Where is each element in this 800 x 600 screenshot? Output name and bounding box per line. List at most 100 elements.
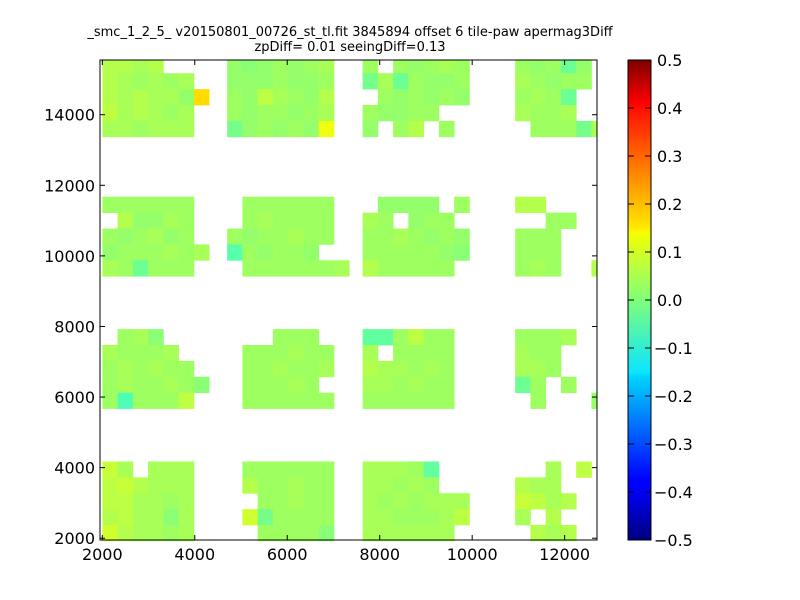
heatmap-cell <box>545 525 562 542</box>
heatmap-cell <box>393 376 409 394</box>
heatmap-cell <box>288 260 304 277</box>
y-tick-label: 4000 <box>54 459 95 478</box>
heatmap-cell <box>377 525 394 542</box>
heatmap-cell <box>333 260 350 277</box>
heatmap-cell <box>102 392 118 409</box>
heatmap-cell <box>148 345 164 362</box>
heatmap-cells <box>102 60 598 542</box>
heatmap-cell <box>377 196 394 214</box>
heatmap-cell <box>545 244 562 261</box>
heatmap-cell <box>272 244 289 261</box>
heatmap-cell <box>148 477 164 494</box>
heatmap-cell <box>560 525 577 542</box>
heatmap-cell <box>272 461 289 478</box>
heatmap-cell <box>272 89 289 106</box>
heatmap-cell <box>377 360 394 378</box>
y-tick-label: 14000 <box>44 106 95 125</box>
heatmap-cell <box>272 228 289 245</box>
heatmap-cell <box>576 60 592 74</box>
heatmap-cell <box>377 73 394 90</box>
heatmap-cell <box>178 244 195 261</box>
heatmap-cell <box>288 329 304 346</box>
heatmap-cell <box>423 105 440 122</box>
heatmap-cell <box>303 120 320 138</box>
heatmap-cell <box>530 89 547 106</box>
heatmap-cell <box>242 360 259 378</box>
heatmap-cell <box>227 244 243 261</box>
heatmap-cell <box>163 392 179 409</box>
heatmap-cell <box>178 260 195 277</box>
heatmap-cell <box>163 105 179 122</box>
heatmap-cell <box>288 60 304 74</box>
heatmap-cell <box>193 244 210 261</box>
heatmap-cell <box>117 509 134 526</box>
heatmap-cell <box>132 212 149 229</box>
heatmap-cell <box>148 461 164 478</box>
heatmap-cell <box>530 329 547 346</box>
heatmap-cell <box>560 212 577 229</box>
heatmap-cell <box>393 120 409 138</box>
heatmap-cell <box>423 345 440 362</box>
heatmap-cell <box>257 105 274 122</box>
heatmap-cell <box>393 89 409 106</box>
heatmap-cell <box>530 60 547 74</box>
heatmap-cell <box>530 477 547 494</box>
heatmap-cell <box>362 392 379 409</box>
heatmap-cell <box>408 89 425 106</box>
heatmap-cell <box>117 120 134 138</box>
heatmap-cell <box>257 212 274 229</box>
heatmap-cell <box>377 493 394 510</box>
heatmap-cell <box>148 376 164 394</box>
heatmap-cell <box>257 360 274 378</box>
heatmap-cell <box>393 73 409 90</box>
heatmap-cell <box>530 260 547 277</box>
heatmap-cell <box>362 509 379 526</box>
heatmap-cell <box>408 105 425 122</box>
heatmap-cell <box>272 493 289 510</box>
y-tick-label: 2000 <box>54 529 95 548</box>
heatmap-cell <box>102 345 118 362</box>
heatmap-cell <box>515 376 531 394</box>
heatmap-cell <box>362 376 379 394</box>
heatmap-cell <box>148 120 164 138</box>
heatmap-cell <box>303 345 320 362</box>
heatmap-cell <box>163 228 179 245</box>
heatmap-cell <box>423 461 440 478</box>
heatmap-cell <box>178 493 195 510</box>
heatmap-cell <box>303 212 320 229</box>
heatmap-cell <box>242 392 259 409</box>
colorbar-tick-label: 0.2 <box>657 195 682 214</box>
heatmap-cell <box>530 493 547 510</box>
heatmap-cell <box>102 260 118 277</box>
heatmap-cell <box>454 73 470 90</box>
heatmap-cell <box>530 345 547 362</box>
heatmap-cell <box>257 260 274 277</box>
heatmap-cell <box>117 105 134 122</box>
heatmap-cell <box>148 360 164 378</box>
heatmap-cell <box>362 73 379 90</box>
heatmap-cell <box>377 392 394 409</box>
heatmap-cell <box>377 89 394 106</box>
heatmap-cell <box>393 228 409 245</box>
heatmap-cell <box>408 120 425 138</box>
heatmap-cell <box>242 509 259 526</box>
heatmap-cell <box>515 60 531 74</box>
heatmap-cell <box>178 376 195 394</box>
heatmap-cell <box>272 60 289 74</box>
heatmap-cell <box>102 196 118 214</box>
heatmap-cell <box>318 509 335 526</box>
heatmap-cell <box>393 525 409 542</box>
heatmap-cell <box>408 392 425 409</box>
heatmap-cell <box>515 228 531 245</box>
heatmap-cell <box>438 509 455 526</box>
heatmap-cell <box>288 73 304 90</box>
heatmap-cell <box>102 376 118 394</box>
heatmap-cell <box>423 477 440 494</box>
heatmap-cell <box>178 509 195 526</box>
y-tick-label: 10000 <box>44 247 95 266</box>
heatmap-cell <box>117 345 134 362</box>
heatmap-cell <box>318 345 335 362</box>
heatmap-cell <box>530 360 547 378</box>
colorbar-tick-label: −0.1 <box>654 339 693 358</box>
colorbar-ticks: 0.5 0.4 0.3 0.2 0.1 0.0 −0.1 −0.2 −0.3 −0.4 −0.5 <box>628 51 693 550</box>
